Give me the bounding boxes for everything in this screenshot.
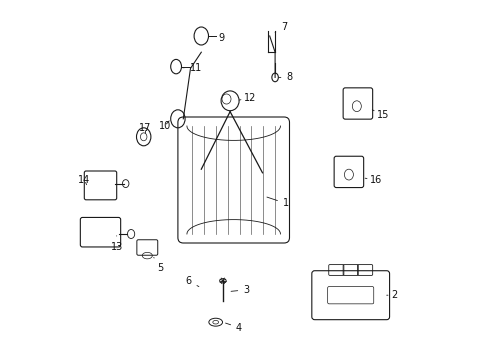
Text: 14: 14 xyxy=(78,175,90,185)
Text: 11: 11 xyxy=(182,63,202,73)
Text: 10: 10 xyxy=(158,121,170,131)
Text: 6: 6 xyxy=(185,276,199,287)
Text: 15: 15 xyxy=(371,110,388,120)
Text: 9: 9 xyxy=(211,33,224,43)
Text: 4: 4 xyxy=(225,323,242,333)
Text: 8: 8 xyxy=(278,72,292,82)
Text: 5: 5 xyxy=(153,257,163,273)
Text: 1: 1 xyxy=(266,197,288,208)
Text: 13: 13 xyxy=(110,236,122,252)
Text: 16: 16 xyxy=(365,175,381,185)
Text: 7: 7 xyxy=(275,22,286,32)
Text: 17: 17 xyxy=(139,123,151,133)
Text: 3: 3 xyxy=(231,285,249,295)
Text: 12: 12 xyxy=(239,93,256,103)
Text: 2: 2 xyxy=(386,290,396,300)
